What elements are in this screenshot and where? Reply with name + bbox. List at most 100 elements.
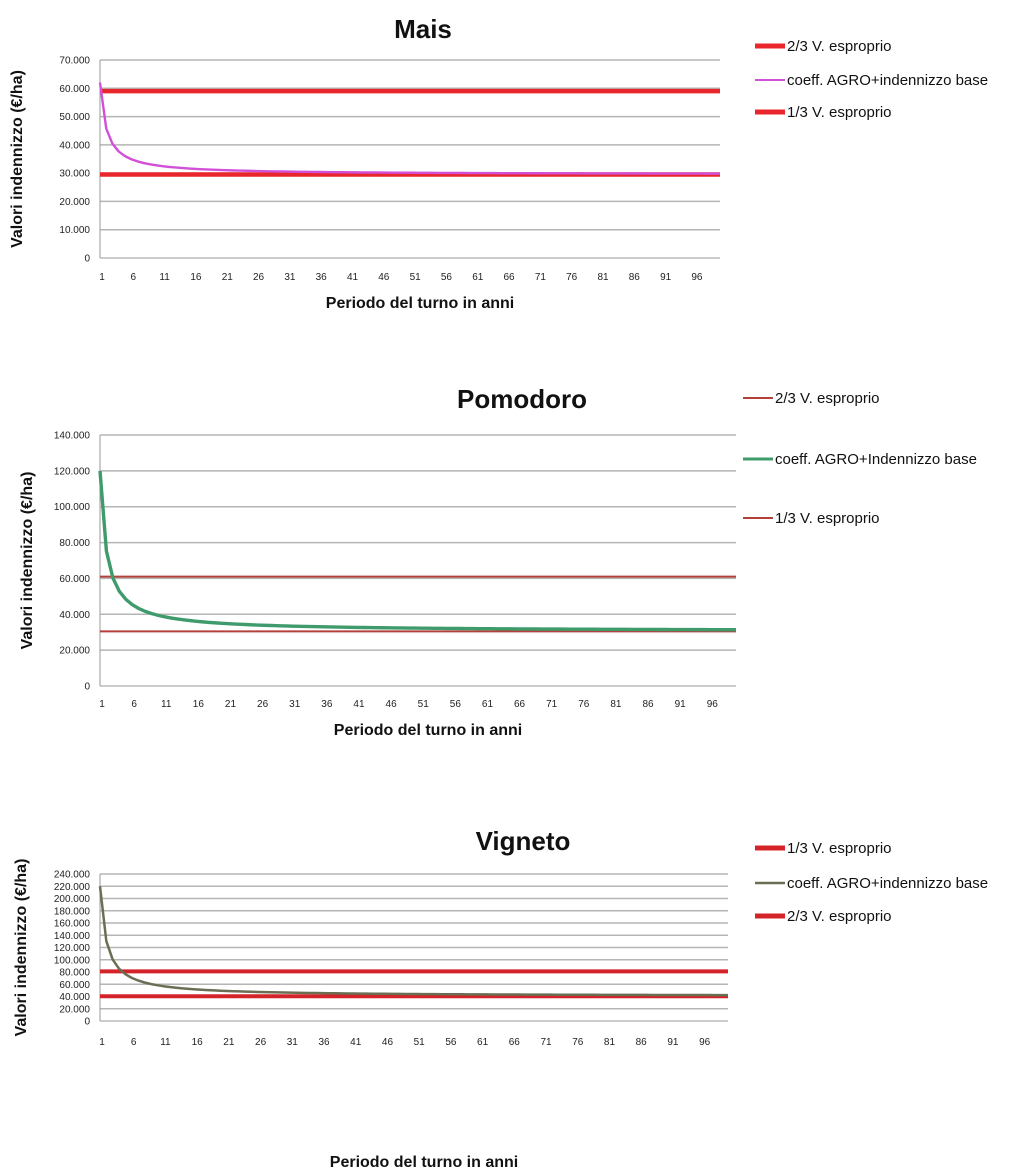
x-tick-label: 16 <box>192 1037 204 1048</box>
y-tick-label: 240.000 <box>54 870 91 881</box>
x-tick-label: 41 <box>347 272 359 283</box>
chart-pomodoro-svg: Pomodoro 0 20.000 40.000 60.000 80.000 100.000… <box>19 384 977 739</box>
x-tick-label: 56 <box>441 272 453 283</box>
y-tick-label: 120.000 <box>54 943 91 954</box>
x-tick-label: 66 <box>504 272 516 283</box>
y-axis-title: Valori indennizzo (€/ha) <box>9 70 26 248</box>
x-tick-label: 31 <box>289 699 301 710</box>
legend-label: 2/3 V. esproprio <box>787 908 892 925</box>
x-tick-label: 91 <box>675 699 687 710</box>
x-tick-label: 61 <box>482 699 494 710</box>
x-tick-label: 6 <box>131 1037 137 1048</box>
x-tick-label: 46 <box>382 1037 394 1048</box>
y-tick-label: 20.000 <box>59 1004 90 1015</box>
x-tick-label: 76 <box>566 272 578 283</box>
x-tick-label: 61 <box>472 272 484 283</box>
y-tick-label: 40.000 <box>59 610 90 621</box>
x-tick-label: 71 <box>535 272 547 283</box>
y-tick-label: 200.000 <box>54 894 91 905</box>
series-line <box>98 82 721 175</box>
legend-label: 2/3 V. esproprio <box>775 390 880 407</box>
legend-label: coeff. AGRO+indennizzo base <box>787 72 988 89</box>
y-tick-label: 20.000 <box>59 197 90 208</box>
x-tick-label: 66 <box>509 1037 521 1048</box>
y-tick-label: 140.000 <box>54 931 91 942</box>
x-tick-label: 96 <box>707 699 719 710</box>
y-tick-label: 70.000 <box>59 56 90 67</box>
x-tick-label: 31 <box>284 272 296 283</box>
x-axis-title: Periodo del turno in anni <box>330 1154 518 1171</box>
x-tick-label: 11 <box>161 699 172 710</box>
x-tick-label: 26 <box>257 699 269 710</box>
x-tick-label: 81 <box>597 272 609 283</box>
x-tick-label: 11 <box>159 272 170 283</box>
y-tick-label: 30.000 <box>59 169 90 180</box>
x-tick-label: 51 <box>410 272 422 283</box>
x-tick-label: 16 <box>193 699 205 710</box>
x-tick-label: 6 <box>131 272 137 283</box>
x-tick-label: 11 <box>160 1037 171 1048</box>
x-tick-label: 86 <box>636 1037 648 1048</box>
legend-label: 2/3 V. esproprio <box>787 38 892 55</box>
y-tick-label: 120.000 <box>54 466 91 477</box>
y-tick-label: 80.000 <box>59 968 90 979</box>
x-tick-label: 96 <box>699 1037 711 1048</box>
x-tick-label: 86 <box>629 272 641 283</box>
x-tick-label: 56 <box>450 699 462 710</box>
x-tick-label: 21 <box>223 1037 235 1048</box>
y-tick-label: 180.000 <box>54 906 91 917</box>
y-axis-title: Valori indennizzo (€/ha) <box>19 472 36 650</box>
x-tick-label: 91 <box>667 1037 679 1048</box>
y-tick-label: 60.000 <box>59 980 90 991</box>
x-tick-label: 56 <box>445 1037 457 1048</box>
x-tick-label: 76 <box>578 699 590 710</box>
y-tick-label: 50.000 <box>59 112 90 123</box>
y-tick-label: 100.000 <box>54 502 91 513</box>
x-tick-label: 26 <box>255 1037 267 1048</box>
chart-title: Pomodoro <box>457 384 587 414</box>
y-tick-label: 60.000 <box>59 574 90 585</box>
x-tick-label: 66 <box>514 699 526 710</box>
x-tick-label: 41 <box>353 699 365 710</box>
x-tick-label: 51 <box>418 699 430 710</box>
y-tick-label: 0 <box>84 254 90 265</box>
legend-label: coeff. AGRO+indennizzo base <box>787 875 988 892</box>
chart-mais-svg: Mais 0 10.000 20.000 30.000 40.000 50.000 60.00… <box>9 14 988 312</box>
legend-label: coeff. AGRO+Indennizzo base <box>775 451 977 468</box>
chart-title: Mais <box>394 14 452 44</box>
y-tick-label: 140.000 <box>54 431 91 442</box>
x-tick-label: 61 <box>477 1037 489 1048</box>
x-tick-label: 41 <box>350 1037 362 1048</box>
x-tick-label: 46 <box>378 272 390 283</box>
legend-label: 1/3 V. esproprio <box>775 510 880 527</box>
y-tick-label: 60.000 <box>59 84 90 95</box>
chart-pomodoro: Pomodoro 0 20.000 40.000 60.000 80.000 100.000… <box>0 370 1030 750</box>
x-tick-label: 31 <box>287 1037 299 1048</box>
y-axis-title: Valori indennizzo (€/ha) <box>13 859 30 1037</box>
y-tick-label: 0 <box>84 682 90 693</box>
chart-vigneto-svg: Vigneto020.00040.00060.00080.000100.0001… <box>13 826 988 1171</box>
x-tick-label: 16 <box>190 272 202 283</box>
x-tick-label: 81 <box>604 1037 616 1048</box>
y-tick-label: 220.000 <box>54 882 91 893</box>
x-tick-label: 71 <box>546 699 558 710</box>
x-tick-label: 36 <box>318 1037 330 1048</box>
series-line <box>98 470 737 632</box>
x-tick-label: 1 <box>99 1037 105 1048</box>
y-tick-label: 40.000 <box>59 992 90 1003</box>
x-tick-label: 81 <box>610 699 622 710</box>
legend-label: 1/3 V. esproprio <box>787 840 892 857</box>
x-tick-label: 36 <box>321 699 333 710</box>
x-axis-title: Periodo del turno in anni <box>334 722 522 739</box>
y-tick-label: 0 <box>84 1017 90 1028</box>
y-tick-label: 20.000 <box>59 646 90 657</box>
x-tick-label: 51 <box>414 1037 426 1048</box>
chart-title: Vigneto <box>476 826 571 856</box>
x-tick-label: 91 <box>660 272 672 283</box>
x-tick-label: 26 <box>253 272 265 283</box>
x-tick-label: 1 <box>99 272 105 283</box>
x-tick-label: 21 <box>222 272 234 283</box>
y-tick-label: 10.000 <box>59 225 90 236</box>
x-tick-label: 6 <box>131 699 137 710</box>
x-axis-title: Periodo del turno in anni <box>326 295 514 312</box>
